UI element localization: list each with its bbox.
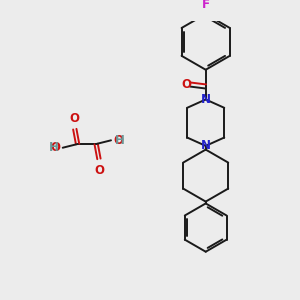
Text: O: O bbox=[94, 164, 104, 176]
Text: O: O bbox=[50, 141, 60, 154]
Text: O: O bbox=[181, 78, 191, 91]
Text: O: O bbox=[114, 134, 124, 147]
Text: H: H bbox=[49, 141, 58, 154]
Text: N: N bbox=[201, 93, 211, 106]
Text: H: H bbox=[116, 134, 125, 147]
Text: O: O bbox=[70, 112, 80, 124]
Text: N: N bbox=[201, 140, 211, 152]
Text: F: F bbox=[202, 0, 210, 11]
